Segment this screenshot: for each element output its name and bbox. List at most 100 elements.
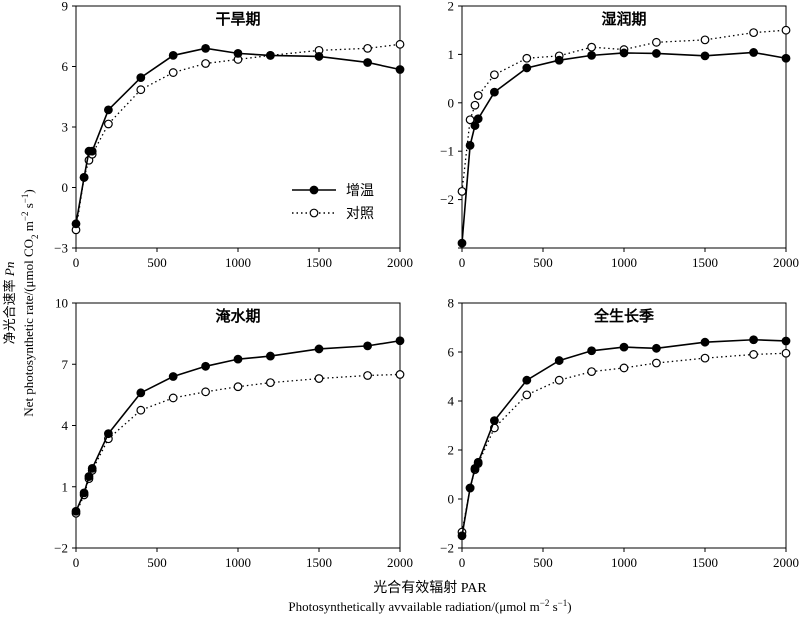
y-tick-label: 0 (448, 95, 455, 110)
data-point-warming (79, 488, 89, 498)
plot-frame (461, 5, 787, 249)
data-point-warming (781, 53, 791, 63)
y-tick-label: 6 (448, 345, 455, 360)
series-line-control (75, 373, 401, 514)
data-point-control (587, 42, 596, 52)
plot-frame (75, 302, 401, 549)
x-tick-label: 1000 (225, 255, 251, 270)
data-point-warming (522, 63, 532, 73)
data-point-warming (363, 341, 373, 351)
y-tick-label: 2 (448, 443, 455, 458)
series-line-control (461, 352, 787, 533)
data-point-warming (168, 372, 178, 381)
panel-flood: −2 1 4 7 10 0 500 1000 1500 2000 淹水期 (54, 296, 413, 571)
x-tick-label: 2000 (387, 255, 413, 270)
data-point-warming (781, 336, 791, 346)
data-point-warming (473, 457, 483, 467)
y-tick-label: 4 (448, 394, 455, 409)
data-point-control (266, 378, 275, 388)
data-point-warming (395, 336, 405, 346)
data-point-control (781, 25, 791, 35)
data-point-warming (619, 342, 629, 352)
data-point-control (781, 348, 791, 358)
legend-marker-filled (309, 185, 319, 195)
data-point-warming (87, 146, 97, 156)
y-tick-label: 6 (62, 59, 69, 74)
data-point-warming (266, 51, 275, 60)
data-point-control (136, 405, 146, 415)
x-tick-label: 1000 (611, 255, 637, 270)
data-point-warming (233, 48, 243, 58)
x-axis-label-en: Photosynthetically avvailable radiation/… (288, 598, 571, 614)
data-point-control (490, 70, 499, 80)
data-point-warming (700, 337, 710, 347)
y-tick-label: 1 (448, 47, 455, 62)
data-point-warming (201, 361, 211, 371)
data-point-warming (587, 346, 596, 356)
data-point-control (457, 186, 467, 196)
legend-marker-open (309, 208, 319, 218)
data-point-warming (587, 50, 596, 60)
data-point-warming (749, 335, 758, 345)
y-tick-label: −2 (54, 541, 68, 556)
data-point-warming (84, 472, 94, 481)
plot-frame (461, 302, 787, 549)
data-point-warming (652, 343, 661, 353)
data-point-control (103, 119, 113, 129)
data-point-control (470, 100, 480, 110)
series-line-warming (461, 51, 787, 244)
data-point-warming (103, 429, 113, 439)
y-axis-label-cn-group: 净光合速率 Pn (2, 262, 17, 345)
panel-season: −2 0 2 4 6 8 0 500 1000 1500 2000 全生长季 (440, 296, 799, 571)
x-tick-label: 0 (459, 255, 466, 270)
data-point-control (700, 353, 710, 363)
y-tick-label: 0 (448, 492, 455, 507)
data-point-control (168, 393, 178, 403)
data-point-control (363, 371, 373, 380)
data-point-warming (465, 140, 475, 150)
data-point-warming (103, 105, 113, 115)
data-point-control (652, 358, 661, 368)
data-point-control (749, 28, 758, 38)
data-point-warming (470, 121, 480, 130)
data-point-warming (71, 219, 81, 229)
panel-title: 全生长季 (593, 307, 654, 325)
panel-drought: −3 0 3 6 9 0 500 1000 1500 2000 干旱期 (54, 0, 413, 270)
data-point-warming (457, 531, 467, 541)
data-point-control (201, 387, 211, 397)
data-point-control (522, 390, 532, 400)
x-tick-label: 1500 (306, 555, 332, 570)
x-tick-label: 1000 (611, 555, 637, 570)
x-tick-label: 0 (459, 555, 466, 570)
data-point-warming (619, 48, 629, 58)
y-tick-label: 9 (62, 0, 69, 14)
x-tick-label: 1500 (692, 555, 718, 570)
data-point-control (587, 367, 596, 377)
x-tick-label: 1500 (306, 255, 332, 270)
series-line-control (75, 43, 401, 230)
x-tick-label: 0 (73, 255, 80, 270)
data-point-warming (395, 65, 405, 74)
data-point-warming (168, 51, 178, 60)
data-point-control (700, 35, 710, 45)
y-tick-label: 2 (448, 0, 455, 14)
data-point-control (395, 370, 405, 379)
data-point-control (314, 374, 324, 383)
data-point-warming (457, 238, 467, 248)
x-tick-label: 0 (73, 555, 80, 570)
y-tick-label: −2 (440, 541, 454, 556)
x-tick-label: 2000 (773, 555, 799, 570)
data-point-warming (71, 506, 81, 516)
data-point-control (554, 375, 564, 385)
data-point-control (395, 39, 405, 49)
data-point-control (465, 115, 475, 125)
data-point-control (136, 85, 146, 95)
data-point-warming (314, 344, 324, 354)
data-point-warming (79, 173, 89, 182)
x-tick-label: 2000 (773, 255, 799, 270)
panel-title: 干旱期 (215, 10, 260, 28)
x-tick-label: 500 (533, 255, 553, 270)
y-tick-label: 10 (55, 296, 68, 311)
x-tick-label: 500 (147, 555, 167, 570)
